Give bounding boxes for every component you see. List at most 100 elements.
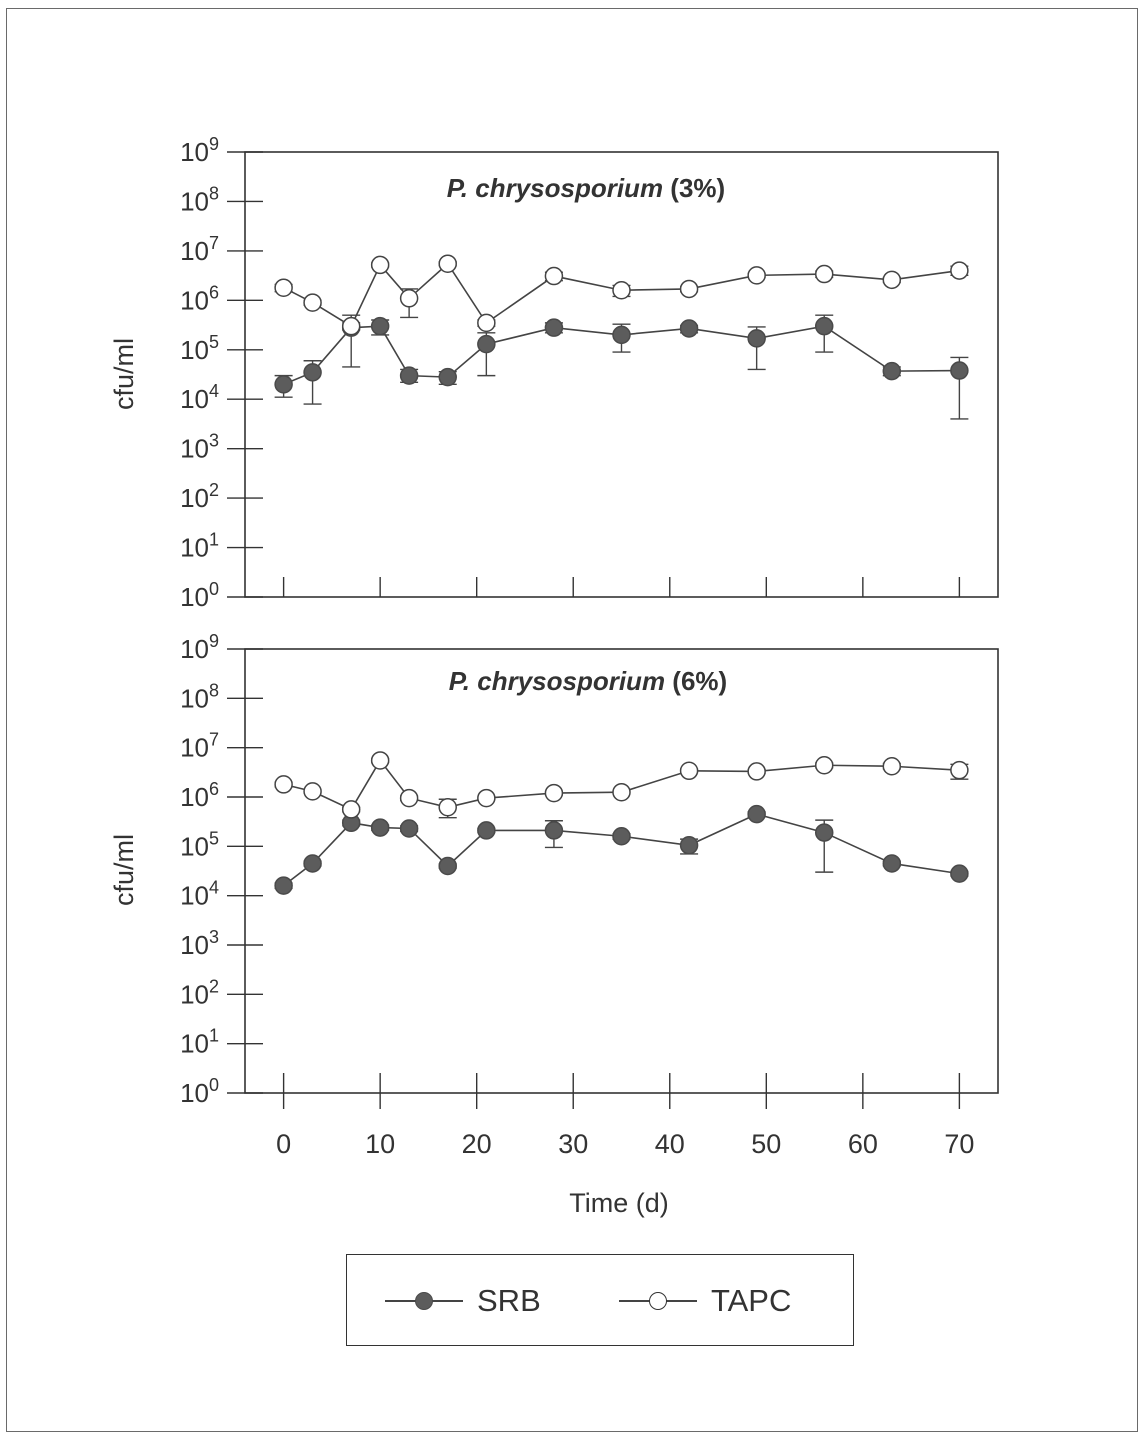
data-point (477, 788, 496, 808)
data-point (612, 280, 631, 300)
data-point (814, 756, 834, 775)
data-point (882, 361, 902, 381)
y-tick-label: 108 (180, 183, 219, 216)
panel-2-title-suffix: (6%) (672, 666, 727, 696)
y-tick-label: 102 (180, 480, 219, 513)
y-tick-label: 101 (180, 1026, 219, 1059)
data-point (679, 319, 699, 338)
x-tick-label: 0 (276, 1129, 291, 1159)
data-point (612, 827, 631, 846)
y-tick-label: 101 (180, 530, 219, 563)
y-tick-label: 108 (180, 680, 219, 713)
data-point (370, 316, 390, 336)
data-point (274, 375, 293, 394)
panel-1-axes (244, 151, 999, 598)
data-point (477, 334, 496, 354)
y-tick-label: 103 (180, 431, 219, 464)
data-point (274, 775, 293, 794)
y-tick-label: 100 (180, 579, 219, 612)
x-tick-label: 40 (655, 1129, 685, 1159)
series-tapc (274, 751, 969, 819)
data-point (303, 782, 322, 801)
series-srb (274, 804, 969, 895)
panel-2-title: P. chrysosporium (6%) (449, 666, 727, 696)
data-point (814, 823, 834, 842)
series-tapc (274, 254, 969, 336)
data-point (950, 261, 969, 280)
data-point (438, 367, 457, 387)
data-point (544, 821, 564, 840)
panel-1: 100 101 102 103 104 105 106 107 108 109 (180, 134, 999, 612)
y-tick-label: 102 (180, 976, 219, 1009)
data-point (341, 316, 361, 336)
data-point (950, 760, 969, 780)
legend: SRB TAPC (346, 1254, 854, 1346)
y-tick-label: 100 (180, 1075, 219, 1108)
y-tick-label: 105 (180, 332, 219, 365)
data-point (370, 751, 390, 770)
filled-circle-icon (415, 1292, 433, 1310)
panel-1-title-suffix: (3%) (670, 173, 725, 203)
data-point (477, 313, 496, 333)
x-tick-label: 30 (558, 1129, 588, 1159)
data-point (950, 864, 969, 883)
data-point (814, 264, 834, 284)
data-point (438, 856, 457, 876)
data-point (747, 804, 766, 824)
data-point (341, 800, 361, 819)
panel-2-axes (244, 648, 999, 1094)
data-point (477, 821, 496, 840)
data-point (882, 757, 902, 776)
panel-1-title-italic: P. chrysosporium (447, 173, 663, 203)
data-point (274, 876, 293, 895)
data-point (438, 254, 457, 273)
legend-label-tapc: TAPC (711, 1283, 792, 1318)
data-point (303, 363, 322, 382)
data-point (679, 761, 699, 781)
y-tick-label: 109 (180, 134, 219, 167)
panel-1-ylabel: cfu/ml (109, 338, 139, 410)
x-axis-label: Time (d) (569, 1188, 669, 1218)
panel-2: 100 101 102 103 104 105 106 107 108 109 0 10 20 30 40 5… (180, 631, 999, 1159)
data-point (544, 783, 564, 803)
y-tick-label: 103 (180, 927, 219, 960)
data-point (747, 266, 766, 285)
data-point (399, 819, 419, 838)
x-tick-label: 50 (751, 1129, 781, 1159)
data-point (274, 278, 293, 297)
y-tick-label: 106 (180, 779, 219, 812)
data-point (370, 818, 390, 837)
data-point (950, 361, 969, 380)
series-line (283, 759, 960, 811)
y-tick-label: 104 (180, 381, 219, 414)
data-point (370, 255, 390, 275)
legend-swatch-tapc (619, 1291, 697, 1311)
x-tick-label: 60 (848, 1129, 878, 1159)
data-point (303, 854, 322, 873)
data-point (399, 788, 419, 808)
data-point (679, 836, 699, 855)
panel-2-ylabel: cfu/ml (109, 834, 139, 906)
panel-1-title: P. chrysosporium (3%) (447, 173, 725, 203)
data-point (399, 366, 419, 385)
legend-item-tapc: TAPC (619, 1255, 791, 1347)
y-tick-label: 107 (180, 233, 219, 266)
data-point (882, 854, 902, 873)
panel-2-title-italic: P. chrysosporium (449, 666, 665, 696)
x-tick-label: 70 (944, 1129, 974, 1159)
legend-swatch-srb (385, 1291, 463, 1311)
legend-label-srb: SRB (477, 1283, 541, 1318)
y-tick-label: 109 (180, 631, 219, 664)
series-line (283, 262, 960, 328)
data-point (814, 316, 834, 336)
data-point (438, 797, 457, 817)
y-tick-label: 105 (180, 828, 219, 861)
data-point (679, 279, 699, 299)
x-tick-label: 20 (462, 1129, 492, 1159)
data-point (747, 329, 766, 348)
open-circle-icon (649, 1292, 667, 1310)
data-point (303, 293, 322, 312)
y-tick-label: 104 (180, 878, 219, 911)
legend-item-srb: SRB (385, 1255, 541, 1347)
